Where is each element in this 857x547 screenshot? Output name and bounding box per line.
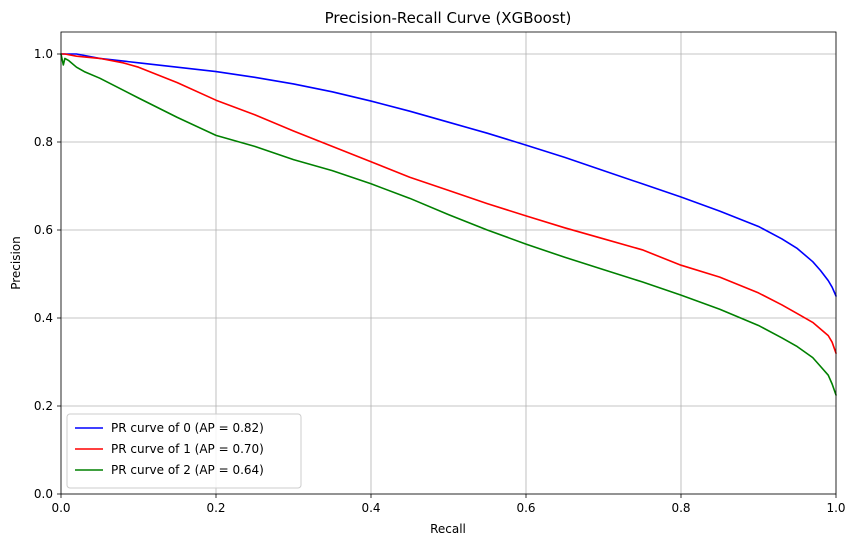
axes-frame xyxy=(60,31,837,495)
legend: PR curve of 0 (AP = 0.82) PR curve of 1 (… xyxy=(66,413,302,489)
x-axis-label: Recall xyxy=(430,522,466,536)
y-tick-label: 1.0 xyxy=(34,47,53,61)
legend-label: PR curve of 1 (AP = 0.70) xyxy=(111,442,264,456)
legend-label: PR curve of 0 (AP = 0.82) xyxy=(111,421,264,435)
x-tick-label: 1.0 xyxy=(826,501,845,515)
y-tick-label: 0.2 xyxy=(34,399,53,413)
legend-box xyxy=(66,413,302,489)
series-line-2 xyxy=(60,53,837,396)
y-tick-label: 0.8 xyxy=(34,135,53,149)
x-tick-label: 0.6 xyxy=(516,501,535,515)
y-axis-ticks: 0.0 0.2 0.4 0.6 0.8 1.0 xyxy=(34,47,61,501)
y-tick-label: 0.4 xyxy=(34,311,53,325)
x-axis-ticks: 0.0 0.2 0.4 0.6 0.8 1.0 xyxy=(51,494,846,515)
series-line-1 xyxy=(60,53,837,355)
x-tick-label: 0.0 xyxy=(51,501,70,515)
x-tick-label: 0.2 xyxy=(206,501,225,515)
x-tick-label: 0.8 xyxy=(671,501,690,515)
x-tick-label: 0.4 xyxy=(361,501,380,515)
y-tick-label: 0.0 xyxy=(34,487,53,501)
legend-label: PR curve of 2 (AP = 0.64) xyxy=(111,463,264,477)
chart-title: Precision-Recall Curve (XGBoost) xyxy=(325,9,572,27)
y-axis-label: Precision xyxy=(9,236,23,290)
y-tick-label: 0.6 xyxy=(34,223,53,237)
series-line-0 xyxy=(60,53,837,297)
plot-area xyxy=(60,53,837,396)
